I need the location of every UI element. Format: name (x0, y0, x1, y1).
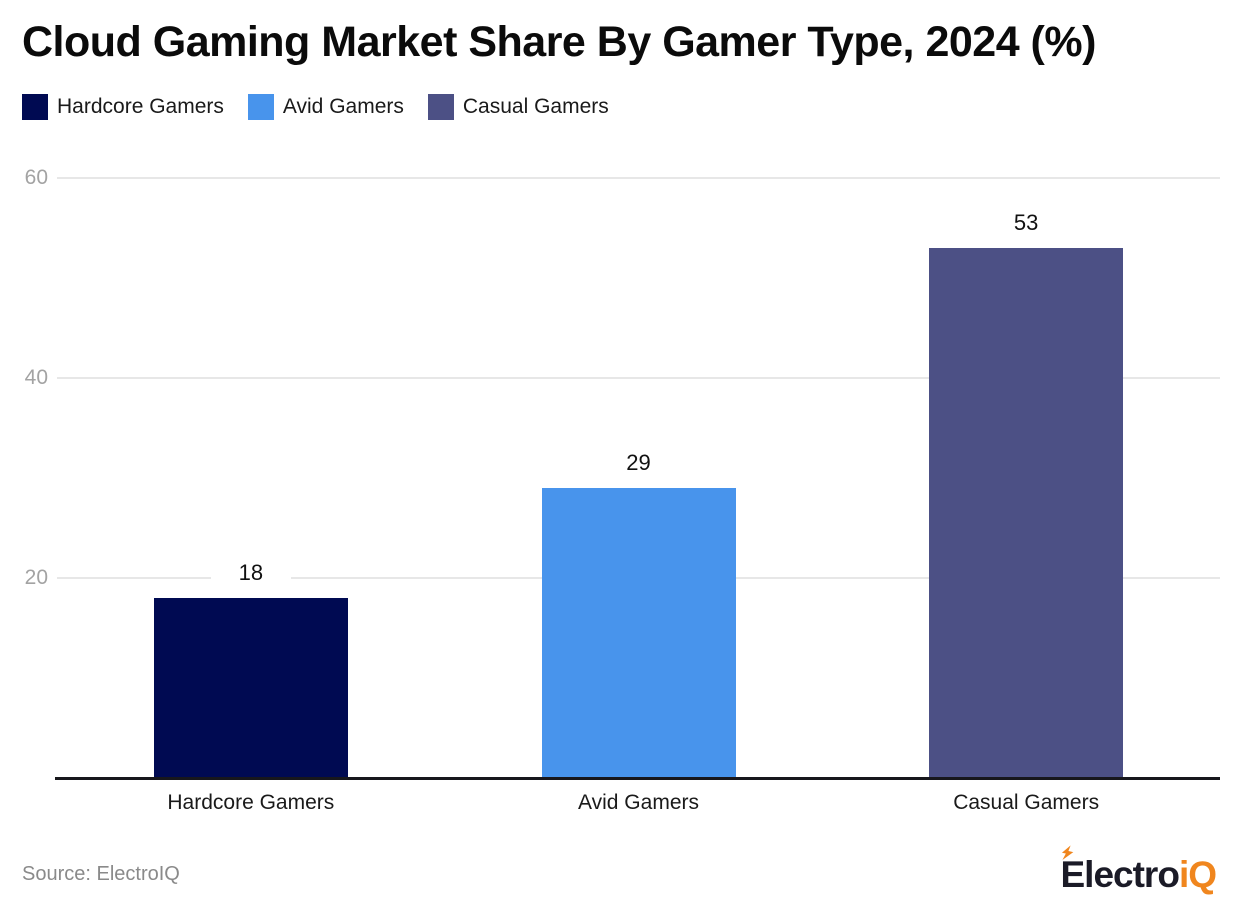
chart-title: Cloud Gaming Market Share By Gamer Type,… (22, 18, 1096, 66)
electroiq-logo: ElectroiQ (1060, 845, 1217, 896)
y-gridline (57, 177, 1220, 179)
y-gridline (57, 377, 1220, 379)
legend: Hardcore Gamers Avid Gamers Casual Gamers (22, 94, 609, 120)
legend-label-hardcore-gamers: Hardcore Gamers (57, 95, 224, 118)
bar-avid-gamers[interactable] (541, 488, 736, 778)
value-label-casual-gamers: 53 (986, 208, 1067, 238)
x-tick-label-casual-gamers: Casual Gamers (953, 791, 1100, 814)
legend-label-avid-gamers: Avid Gamers (282, 95, 404, 118)
value-label-hardcore-gamers: 18 (210, 558, 291, 588)
y-tick-label: 40 (24, 366, 48, 389)
source-label: Source: ElectroIQ (22, 863, 180, 885)
x-axis-line (55, 777, 1220, 780)
logo-text-dark: Electro (1060, 854, 1180, 895)
bar-hardcore-gamers[interactable] (153, 598, 348, 778)
legend-swatch-casual-gamers (427, 94, 454, 120)
legend-item-avid-gamers[interactable]: Avid Gamers (247, 94, 404, 120)
logo-text-accent: iQ (1178, 854, 1217, 895)
y-tick-label: 60 (24, 166, 48, 189)
bar-casual-gamers[interactable] (929, 248, 1124, 778)
legend-item-casual-gamers[interactable]: Casual Gamers (427, 94, 609, 120)
legend-swatch-hardcore-gamers (22, 94, 48, 120)
value-label-avid-gamers: 29 (598, 448, 679, 478)
y-tick-label: 20 (24, 566, 48, 589)
x-tick-label-hardcore-gamers: Hardcore Gamers (167, 791, 335, 814)
legend-swatch-avid-gamers (247, 94, 274, 120)
legend-item-hardcore-gamers[interactable]: Hardcore Gamers (22, 94, 224, 120)
x-tick-label-avid-gamers: Avid Gamers (578, 791, 699, 814)
legend-label-casual-gamers: Casual Gamers (462, 95, 609, 118)
lightning-bolt-icon (1058, 844, 1077, 863)
